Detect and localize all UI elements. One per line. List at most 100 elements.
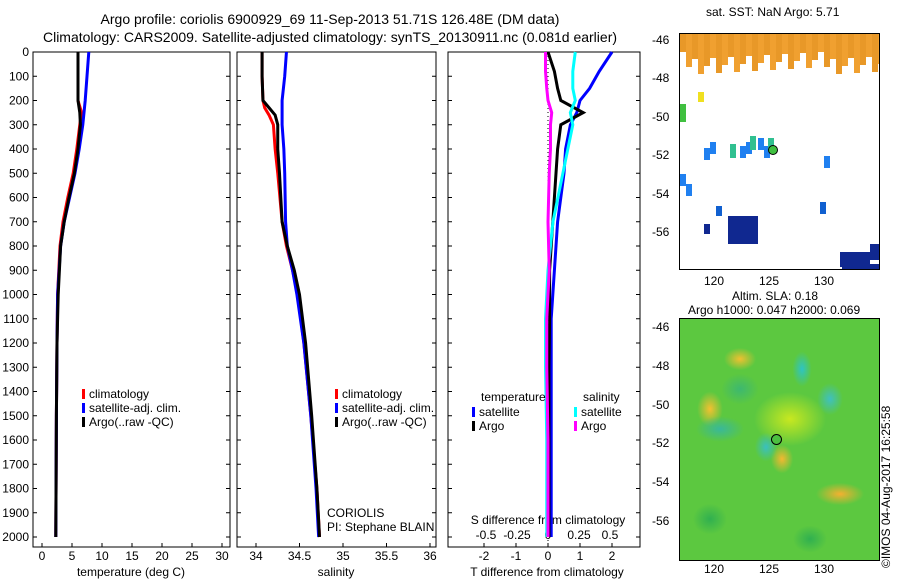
sst-pixel-block: [686, 34, 692, 67]
sla-lat-label: -52: [652, 436, 670, 451]
sla-lat-label: -54: [652, 475, 670, 490]
plot-frame-0: [32, 51, 231, 548]
sst-pixel-block: [728, 216, 758, 244]
sla-lon-label: 120: [704, 562, 725, 576]
salinity-tick-label: 36: [423, 549, 437, 563]
sst-pixel-block: [824, 34, 830, 67]
sst-pixel-block: [716, 34, 722, 73]
sst-pixel-block: [710, 142, 716, 154]
s-diff-tick-label: -0.25: [503, 528, 531, 542]
sst-pixel-block: [824, 156, 830, 168]
plot-frame-1: [236, 51, 437, 548]
depth-tick-label: 700: [9, 215, 29, 229]
temperature-tick-label: 5: [69, 549, 76, 563]
depth-tick-label: 1900: [2, 506, 29, 520]
depth-tick-label: 200: [9, 94, 29, 108]
temperature-tick-label: 10: [95, 549, 109, 563]
depth-tick-label: 1500: [2, 409, 29, 423]
t-diff-axis-label: T difference from climatology: [470, 565, 624, 579]
depth-tick-label: 1100: [3, 312, 29, 326]
s-diff-tick-label: -0.5: [476, 528, 497, 542]
salinity-tick-label: 35.5: [375, 549, 399, 563]
legend-item: Argo: [581, 419, 607, 433]
legend-item: Argo: [479, 419, 505, 433]
depth-tick-label: 600: [9, 191, 29, 205]
s-diff-tick-label: 0.25: [567, 528, 591, 542]
diff-line-3: [544, 52, 554, 537]
argo-location-marker: [768, 145, 778, 155]
sla-lon-label: 125: [759, 562, 780, 576]
sst-pixel-block: [764, 146, 770, 158]
depth-tick-label: 300: [9, 118, 29, 132]
legend-item: climatology: [342, 387, 402, 401]
depth-tick-label: 500: [9, 166, 29, 180]
sst-pixel-block: [728, 34, 734, 57]
legend-item-swatch: [82, 417, 85, 427]
t-diff-tick-label: 0: [545, 549, 552, 563]
sla-lat-label: -50: [652, 397, 670, 412]
sst-lon-label: 120: [704, 274, 725, 288]
sst-pixel-block: [722, 34, 728, 65]
depth-tick-label: 1800: [2, 482, 29, 496]
sst-pixel-block: [698, 34, 704, 74]
sst-lat-label: -50: [652, 109, 670, 124]
plot-frame-2: [447, 51, 641, 548]
sst-pixel-block: [806, 34, 812, 68]
sst-pixel-block: [704, 224, 710, 234]
legend-title-salinity: salinity: [583, 390, 620, 404]
sla-lat-label: -48: [652, 358, 670, 373]
t-diff-tick-label: -1: [511, 549, 522, 563]
sst-pixel-block: [740, 34, 746, 64]
legend-item-swatch: [82, 403, 85, 413]
sst-pixel-block: [730, 144, 736, 158]
sst-pixel-block: [686, 184, 692, 196]
t-diff-tick-label: 1: [577, 549, 584, 563]
sst-lat-label: -52: [652, 148, 670, 163]
sst-lat-label: -56: [652, 225, 670, 239]
sst-pixel-block: [854, 34, 860, 73]
sst-pixel-block: [776, 34, 782, 62]
sst-pixel-block: [746, 142, 752, 154]
legend-item: satellite-adj. clim.: [89, 401, 181, 415]
sst-pixel-block: [842, 34, 848, 66]
depth-tick-label: 1700: [2, 457, 29, 471]
sst-pixel-block: [866, 34, 872, 57]
temperature-axis-label: temperature (deg C): [77, 565, 185, 579]
legend-item-swatch: [82, 389, 85, 399]
sla-map-subtitle: Argo h1000: 0.047 h2000: 0.069: [688, 303, 861, 317]
temperature-tick-label: 15: [125, 549, 139, 563]
sst-pixel-block: [680, 34, 686, 52]
profile-line-0-1: [54, 51, 91, 538]
temperature-tick-label: 0: [39, 549, 46, 563]
legend-item-swatch: [335, 389, 338, 399]
sst-pixel-block: [758, 34, 764, 63]
profile-line-0-2: [54, 52, 82, 538]
sst-lat-label: -46: [652, 33, 670, 47]
sst-pixel-block: [878, 34, 879, 64]
sst-pixel-block: [830, 34, 836, 59]
depth-tick-label: 1600: [2, 433, 29, 447]
diff-line-1: [546, 51, 587, 537]
temperature-tick-label: 30: [215, 549, 229, 563]
salinity-tick-label: 34: [249, 549, 263, 563]
float-pi: PI: Stephane BLAIN: [327, 520, 434, 534]
depth-tick-label: 400: [9, 142, 29, 156]
profile-line-1-0: [260, 52, 322, 538]
sst-pixel-block: [782, 34, 788, 54]
depth-tick-label: 0: [22, 45, 29, 59]
salinity-tick-label: 34.5: [288, 549, 312, 563]
depth-tick-label: 1400: [2, 385, 29, 399]
sst-pixel-block: [764, 34, 770, 55]
sst-pixel-block: [836, 34, 842, 74]
legend-item-swatch: [574, 407, 577, 417]
t-diff-tick-label: -2: [479, 549, 490, 563]
sst-map: [679, 33, 880, 270]
legend-item: satellite: [581, 405, 622, 419]
sst-pixel-block: [704, 34, 710, 66]
sst-pixel-block: [788, 34, 794, 69]
legend-title-temperature: temperature: [481, 390, 546, 404]
sst-pixel-block: [746, 34, 752, 56]
depth-tick-label: 1000: [2, 288, 29, 302]
legend-item: satellite-adj. clim.: [342, 401, 434, 415]
